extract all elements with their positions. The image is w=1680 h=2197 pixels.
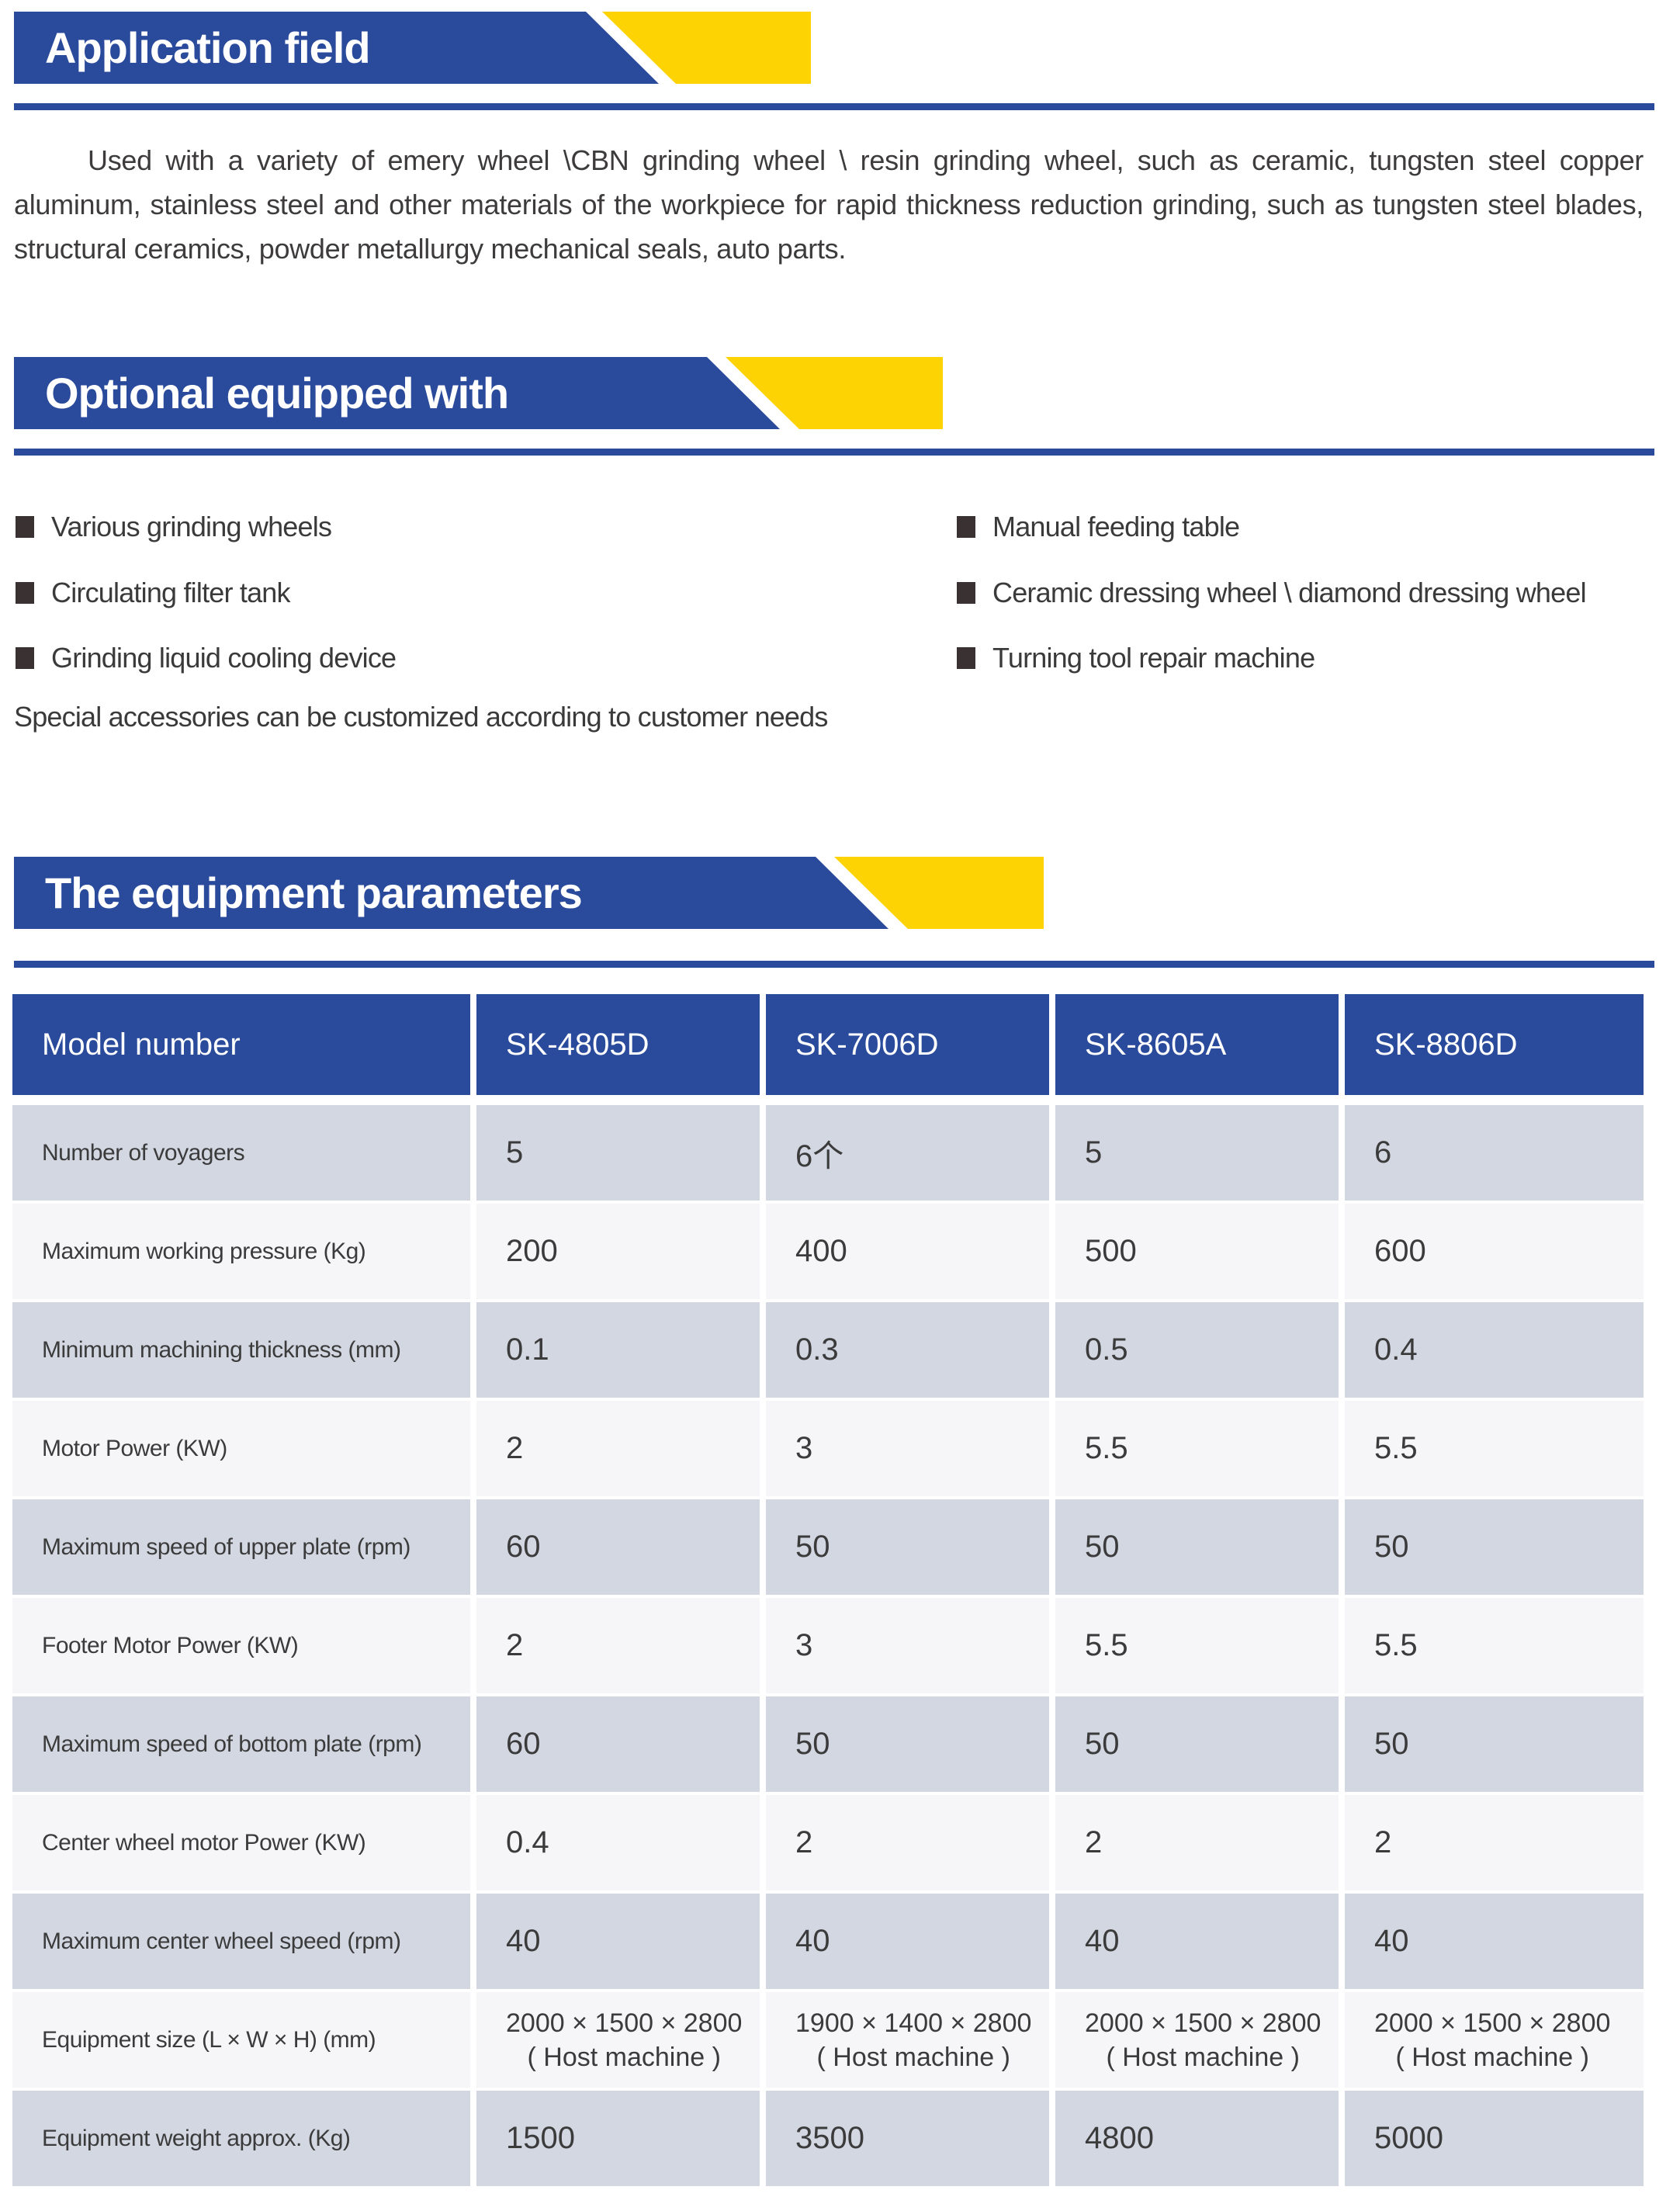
table-row-label: Maximum center wheel speed (rpm): [12, 1894, 470, 1989]
table-cell: 2000 × 1500 × 2800 ( Host machine ): [1345, 1992, 1644, 2088]
table-header-sk8605a: SK-8605A: [1055, 994, 1339, 1095]
table-cell: 5.5: [1345, 1598, 1644, 1693]
table-cell: 2: [476, 1401, 760, 1496]
option-item-label: Circulating filter tank: [51, 577, 291, 608]
table-cell: 0.4: [476, 1795, 760, 1890]
bullet-square-icon: [16, 516, 34, 538]
option-item: Turning tool repair machine: [957, 641, 1315, 675]
table-row-label: Center wheel motor Power (KW): [12, 1795, 470, 1890]
table-cell-text: 2000 × 1500 × 2800 ( Host machine ): [1085, 2008, 1321, 2072]
table-cell: 1500: [476, 2091, 760, 2186]
table-header-sk7006d: SK-7006D: [766, 994, 1049, 1095]
table-header-sk8806d: SK-8806D: [1345, 994, 1644, 1095]
option-item-label: Grinding liquid cooling device: [51, 642, 397, 674]
table-row-label: Maximum working pressure (Kg): [12, 1204, 470, 1299]
option-item: Various grinding wheels: [16, 510, 332, 544]
option-item: Ceramic dressing wheel \ diamond dressin…: [957, 576, 1587, 610]
table-cell: 40: [1055, 1894, 1339, 1989]
table-cell: 2: [476, 1598, 760, 1693]
table-cell: 50: [766, 1696, 1049, 1792]
banner-blue-shape: Optional equipped with: [14, 357, 780, 429]
table-row-label: Maximum speed of upper plate (rpm): [12, 1499, 470, 1595]
divider-line: [14, 961, 1654, 968]
option-item-label: Turning tool repair machine: [992, 642, 1315, 674]
table-cell: 2: [766, 1795, 1049, 1890]
option-item: Circulating filter tank: [16, 576, 291, 610]
customization-note: Special accessories can be customized ac…: [14, 701, 828, 733]
table-cell: 50: [1055, 1696, 1339, 1792]
table-cell: 0.3: [766, 1302, 1049, 1398]
table-cell: 2: [1055, 1795, 1339, 1890]
bullet-square-icon: [957, 647, 975, 669]
option-item: Grinding liquid cooling device: [16, 641, 397, 675]
table-cell: 600: [1345, 1204, 1644, 1299]
table-cell-text: 1900 × 1400 × 2800 ( Host machine ): [795, 2008, 1032, 2072]
table-row-label: Maximum speed of bottom plate (rpm): [12, 1696, 470, 1792]
table-cell: 40: [766, 1894, 1049, 1989]
bullet-square-icon: [16, 647, 34, 669]
table-cell: 3500: [766, 2091, 1049, 2186]
divider-line: [14, 103, 1654, 110]
section-title-parameters: The equipment parameters: [45, 868, 582, 917]
table-cell: 0.5: [1055, 1302, 1339, 1398]
table-cell: 3: [766, 1598, 1049, 1693]
table-row-label: Number of voyagers: [12, 1105, 470, 1201]
table-cell-text: 2000 × 1500 × 2800 ( Host machine ): [1374, 2008, 1611, 2072]
bullet-square-icon: [957, 516, 975, 538]
table-row-label: Footer Motor Power (KW): [12, 1598, 470, 1693]
table-cell-text: 2000 × 1500 × 2800 ( Host machine ): [506, 2008, 743, 2072]
divider-line: [14, 449, 1654, 456]
section-title-application: Application field: [45, 23, 370, 72]
table-cell: 400: [766, 1204, 1049, 1299]
table-cell: 3: [766, 1401, 1049, 1496]
table-cell: 200: [476, 1204, 760, 1299]
table-cell: 5.5: [1055, 1598, 1339, 1693]
table-cell: 4800: [1055, 2091, 1339, 2186]
table-cell: 40: [1345, 1894, 1644, 1989]
table-cell: 50: [1345, 1696, 1644, 1792]
table-cell: 2: [1345, 1795, 1644, 1890]
table-cell: 6个: [766, 1105, 1049, 1201]
parameters-table-header: Model number SK-4805D SK-7006D SK-8605A …: [12, 994, 1644, 1095]
table-header-model-number: Model number: [12, 994, 470, 1095]
table-header-sk4805d: SK-4805D: [476, 994, 760, 1095]
table-cell: 2000 × 1500 × 2800 ( Host machine ): [1055, 1992, 1339, 2088]
table-cell: 60: [476, 1499, 760, 1595]
table-row-label: Minimum machining thickness (mm): [12, 1302, 470, 1398]
table-cell: 0.4: [1345, 1302, 1644, 1398]
option-item-label: Manual feeding table: [992, 511, 1240, 542]
table-cell: 5000: [1345, 2091, 1644, 2186]
table-cell: 50: [1345, 1499, 1644, 1595]
option-item-label: Various grinding wheels: [51, 511, 332, 542]
table-cell: 50: [766, 1499, 1049, 1595]
section-banner-application: Application field: [14, 12, 825, 84]
table-cell: 2000 × 1500 × 2800 ( Host machine ): [476, 1992, 760, 2088]
section-banner-optional: Optional equipped with: [14, 357, 957, 429]
section-banner-parameters: The equipment parameters: [14, 857, 1058, 929]
option-item: Manual feeding table: [957, 510, 1240, 544]
parameters-table-body: Number of voyagers 5 6个 5 6 Maximum work…: [12, 1105, 1644, 2186]
section-title-optional: Optional equipped with: [45, 369, 509, 418]
table-row-label: Equipment weight approx. (Kg): [12, 2091, 470, 2186]
table-cell: 5: [1055, 1105, 1339, 1201]
table-row-label: Motor Power (KW): [12, 1401, 470, 1496]
bullet-square-icon: [16, 582, 34, 604]
table-cell: 60: [476, 1696, 760, 1792]
table-cell: 0.1: [476, 1302, 760, 1398]
table-cell: 40: [476, 1894, 760, 1989]
banner-blue-shape: Application field: [14, 12, 659, 84]
bullet-square-icon: [957, 582, 975, 604]
table-cell: 1900 × 1400 × 2800 ( Host machine ): [766, 1992, 1049, 2088]
table-cell: 5.5: [1055, 1401, 1339, 1496]
table-row-label: Equipment size (L × W × H) (mm): [12, 1992, 470, 2088]
table-cell: 50: [1055, 1499, 1339, 1595]
table-cell: 5.5: [1345, 1401, 1644, 1496]
table-cell: 500: [1055, 1204, 1339, 1299]
option-item-label: Ceramic dressing wheel \ diamond dressin…: [992, 577, 1587, 608]
banner-blue-shape: The equipment parameters: [14, 857, 888, 929]
table-cell: 6: [1345, 1105, 1644, 1201]
table-cell: 5: [476, 1105, 760, 1201]
application-description: Used with a variety of emery wheel \CBN …: [14, 144, 1644, 265]
